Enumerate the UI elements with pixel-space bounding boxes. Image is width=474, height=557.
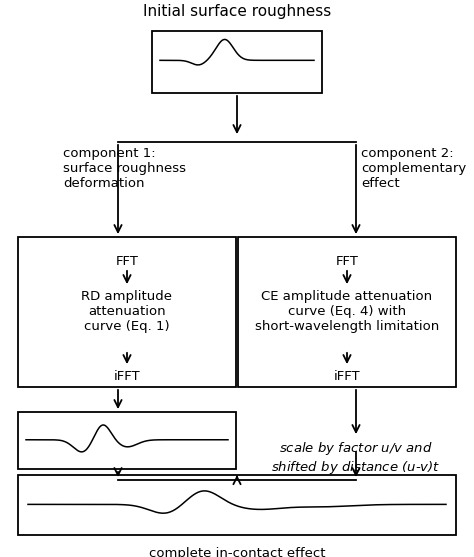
Bar	[238, 237, 456, 387]
Text: component 1:
surface roughness
deformation: component 1: surface roughness deformati…	[63, 147, 186, 190]
Bar	[152, 31, 322, 93]
Text: component 2:
complementary
effect: component 2: complementary effect	[361, 147, 466, 190]
Text: scale by factor $u$/$v$ and
shifted by distance ($u$-$v$)$t$: scale by factor $u$/$v$ and shifted by d…	[271, 440, 441, 476]
Text: complete in-contact effect: complete in-contact effect	[149, 547, 325, 557]
Bar	[18, 412, 236, 469]
Bar	[18, 237, 236, 387]
Text: iFFT: iFFT	[114, 370, 140, 383]
Text: Initial surface roughness: Initial surface roughness	[143, 4, 331, 19]
Text: RD amplitude
attenuation
curve (Eq. 1): RD amplitude attenuation curve (Eq. 1)	[82, 290, 173, 333]
Text: FFT: FFT	[336, 255, 358, 268]
Bar	[18, 475, 456, 535]
Text: CE amplitude attenuation
curve (Eq. 4) with
short-wavelength limitation: CE amplitude attenuation curve (Eq. 4) w…	[255, 290, 439, 333]
Text: FFT: FFT	[116, 255, 138, 268]
Text: iFFT: iFFT	[334, 370, 360, 383]
